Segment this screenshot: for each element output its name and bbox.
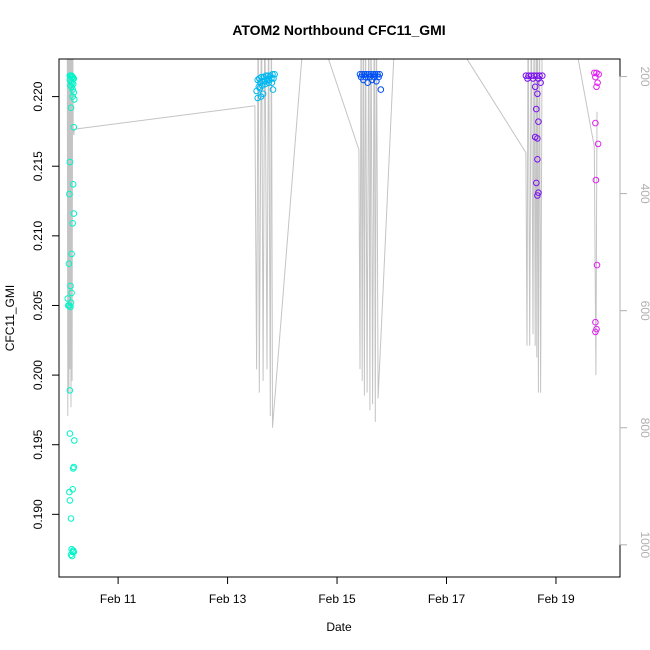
x-tick-label: Feb 15 (318, 592, 356, 606)
data-point (70, 89, 78, 96)
data-point (69, 181, 77, 188)
chart-title: ATOM2 Northbound CFC11_GMI (232, 22, 445, 38)
y-tick-label: 0.200 (31, 360, 45, 390)
data-point (592, 176, 600, 184)
data-point (265, 79, 272, 86)
x-tick-label: Feb 13 (209, 592, 247, 606)
data-point (268, 79, 276, 86)
data-point (67, 104, 75, 111)
data-point (66, 190, 73, 198)
data-point (271, 71, 278, 78)
right-tick-label: 1000 (638, 531, 650, 558)
data-point (269, 86, 277, 93)
data-point (594, 79, 601, 86)
data-point (534, 90, 541, 98)
data-point (534, 192, 541, 199)
data-point (66, 387, 74, 394)
y-axis: 0.190 0.195 0.200 0.205 0.210 0.215 0.220 (31, 81, 60, 529)
x-tick-label: Feb 11 (100, 592, 137, 606)
data-point (66, 488, 73, 496)
data-point (534, 135, 541, 142)
data-point (68, 552, 76, 560)
data-point (68, 289, 75, 297)
x-tick-label: Feb 17 (428, 592, 466, 606)
data-point (594, 140, 602, 148)
data-point (262, 80, 269, 88)
data-point (69, 220, 76, 227)
data-point (254, 94, 262, 102)
data-point (531, 83, 539, 91)
data-point (269, 71, 276, 78)
data-point (65, 260, 73, 268)
pressure-profile-layer (66, 59, 598, 428)
data-point (373, 78, 380, 85)
data-point (270, 75, 277, 82)
right-tick-label: 800 (638, 418, 650, 438)
series-3 (356, 71, 385, 93)
data-point (68, 250, 75, 258)
data-point (593, 261, 601, 269)
data-point (67, 282, 74, 290)
y-tick-label: 0.195 (31, 429, 45, 459)
y-tick-label: 0.210 (31, 221, 45, 251)
right-axis: 200 400 600 800 1000 (619, 67, 650, 558)
pressure-profile-line (66, 59, 598, 428)
y-tick-label: 0.205 (31, 290, 45, 320)
y-tick-label: 0.215 (31, 151, 45, 181)
y-tick-label: 0.190 (31, 499, 45, 529)
series-4 (522, 72, 546, 199)
data-point (66, 430, 74, 437)
data-point (533, 105, 540, 113)
data-point (537, 79, 544, 86)
series-5 (591, 69, 603, 336)
y-tick-label: 0.220 (31, 81, 45, 111)
series-2 (253, 71, 278, 102)
data-points-layer (64, 69, 603, 560)
data-point (592, 73, 599, 81)
data-point (534, 156, 541, 163)
data-point (71, 437, 78, 444)
data-point (70, 123, 78, 131)
x-axis: Feb 11 Feb 13 Feb 15 Feb 17 Feb 19 (100, 576, 575, 606)
data-point (66, 158, 74, 166)
right-tick-label: 400 (638, 184, 650, 204)
data-point (256, 84, 264, 92)
data-point (65, 302, 72, 309)
series-1 (64, 72, 78, 560)
data-point (259, 90, 267, 98)
data-point (592, 318, 599, 326)
data-point (591, 69, 598, 77)
data-point (593, 83, 600, 91)
data-point (535, 189, 542, 196)
data-point (64, 295, 72, 302)
data-point (70, 210, 78, 217)
data-point (535, 118, 542, 125)
data-point (67, 515, 75, 522)
data-point (69, 465, 77, 472)
y-axis-label: CFC11_GMI (3, 285, 17, 351)
right-tick-label: 600 (638, 301, 650, 321)
data-point (364, 79, 372, 86)
x-tick-label: Feb 19 (537, 592, 575, 606)
data-point (592, 328, 599, 336)
data-point (533, 179, 540, 187)
x-axis-label: Date (326, 620, 352, 634)
data-point (377, 86, 385, 93)
data-point (592, 119, 599, 127)
right-tick-label: 200 (638, 67, 650, 87)
data-point (67, 551, 75, 559)
data-point (71, 96, 78, 103)
data-point (66, 497, 74, 504)
